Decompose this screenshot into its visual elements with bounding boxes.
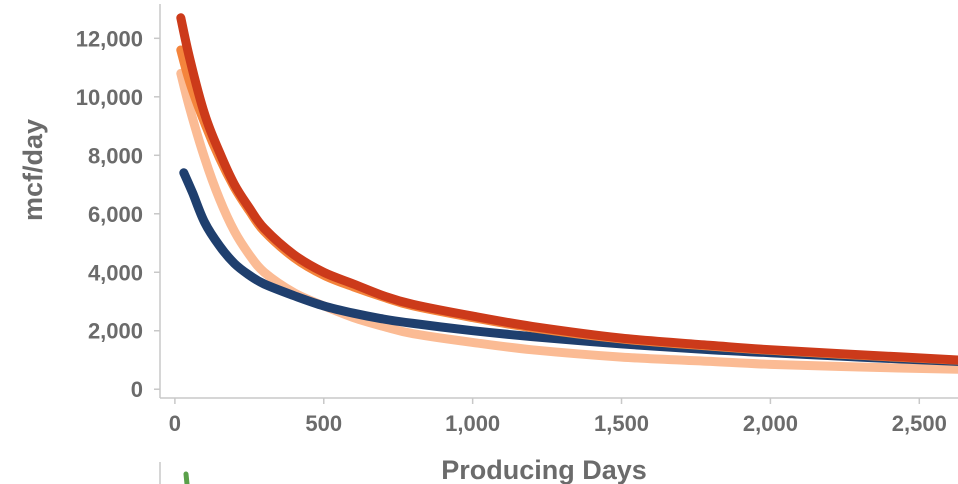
x-tick-label: 0 — [169, 411, 181, 436]
x-tick-label: 2,500 — [892, 411, 947, 436]
x-tick-label: 500 — [305, 411, 342, 436]
x-tick-label: 1,000 — [445, 411, 500, 436]
y-tick-label: 10,000 — [76, 85, 143, 110]
y-axis-title: mcf/day — [18, 119, 48, 221]
y-tick-label: 0 — [131, 377, 143, 402]
series-line-3 — [176, 45, 958, 365]
series-line-2 — [176, 13, 958, 365]
y-tick-label: 4,000 — [88, 260, 143, 285]
y-axis-ticks: 0 2,000 4,000 6,000 8,000 10,000 12,000 — [76, 26, 160, 402]
y-tick-label: 8,000 — [88, 143, 143, 168]
x-tick-label: 2,000 — [743, 411, 798, 436]
x-tick-label: 1,500 — [594, 411, 649, 436]
cropped-series-fragment — [183, 471, 190, 484]
x-axis-ticks: 0 500 1,000 1,500 2,000 2,500 — [169, 398, 947, 436]
y-tick-label: 2,000 — [88, 319, 143, 344]
axes — [159, 4, 958, 399]
y-tick-label: 12,000 — [76, 26, 143, 51]
x-axis-title: Producing Days — [441, 455, 647, 484]
series-line-4 — [176, 68, 958, 374]
y-tick-label: 6,000 — [88, 202, 143, 227]
series-lines — [176, 13, 958, 374]
